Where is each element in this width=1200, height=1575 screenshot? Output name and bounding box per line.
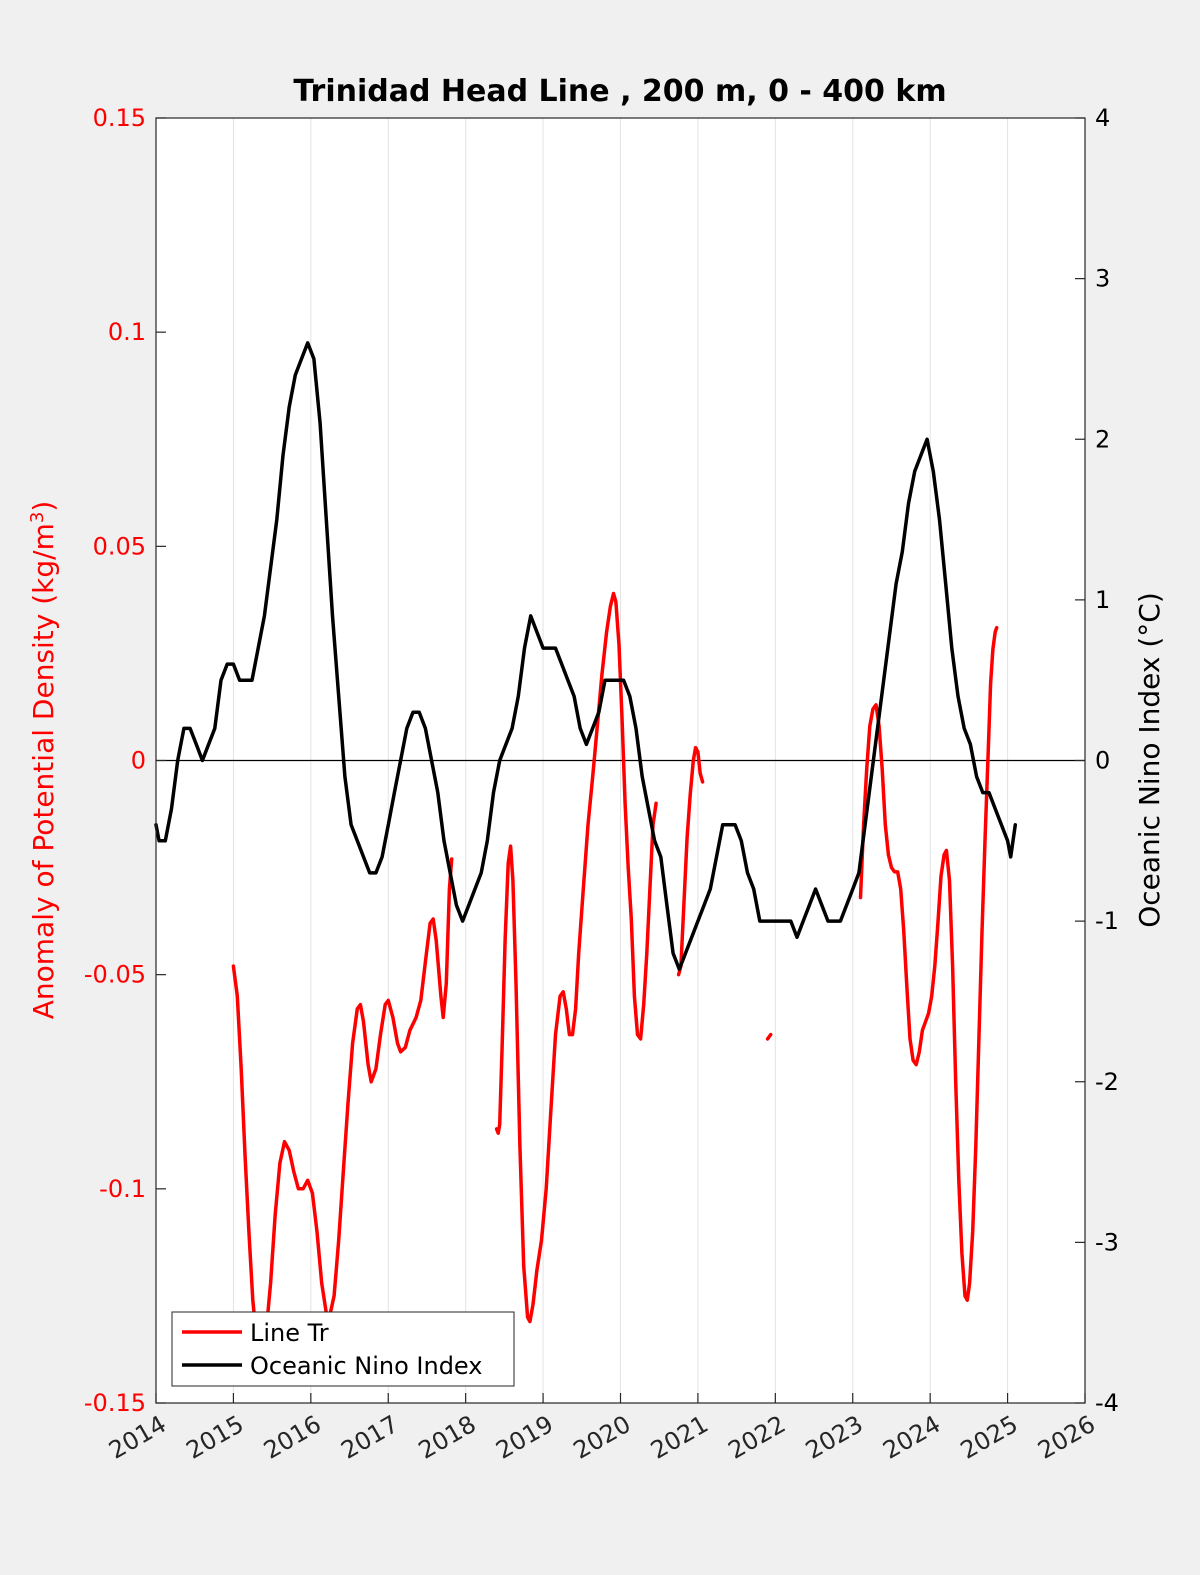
series-line-tr-segment [858, 625, 999, 1302]
legend-label-oni: Oceanic Nino Index [250, 1352, 482, 1380]
y-axis-right-label: Oceanic Nino Index (°C) [1133, 592, 1166, 928]
y-axis-left-label: Anomaly of Potential Density (kg/m3) [27, 501, 61, 1020]
x-tick-label: 2024 [878, 1410, 945, 1465]
y-right-tick-label: 2 [1095, 425, 1110, 453]
series-oceanic-nino-index-segment [154, 341, 1018, 972]
x-tick-label: 2026 [1033, 1410, 1100, 1465]
x-tick-label: 2017 [336, 1410, 403, 1465]
y-axis-left-label-sup: 3 [27, 512, 48, 523]
x-tick-label: 2016 [259, 1410, 326, 1465]
series-line-tr-segment [494, 591, 658, 1324]
y-right-tick-label: -4 [1095, 1389, 1119, 1417]
y-left-tick-label: 0.15 [93, 104, 146, 132]
y-right-tick-label: 4 [1095, 104, 1110, 132]
series-line-tr-segment [765, 1032, 773, 1041]
legend: Line Tr Oceanic Nino Index [171, 1311, 515, 1387]
x-tick-label: 2023 [801, 1410, 868, 1465]
y-left-tick-label: -0.1 [99, 1175, 146, 1203]
y-axis-left-label-main: Anomaly of Potential Density (kg/m [27, 523, 60, 1019]
y-left-tick-label: 0 [131, 747, 146, 775]
x-tick-label: 2025 [956, 1410, 1023, 1465]
y-right-tick-label: 1 [1095, 586, 1110, 614]
y-right-tick-label: -2 [1095, 1068, 1119, 1096]
x-tick-label: 2015 [182, 1410, 249, 1465]
x-tick-label: 2022 [723, 1410, 790, 1465]
x-tick-label: 2021 [646, 1410, 713, 1465]
legend-label-line-tr: Line Tr [250, 1319, 329, 1347]
y-left-tick-label: -0.05 [84, 961, 146, 989]
legend-box [171, 1311, 515, 1387]
y-right-tick-label: 0 [1095, 747, 1110, 775]
series-line-tr-segment [676, 745, 705, 977]
y-right-tick-label: -3 [1095, 1228, 1119, 1256]
y-right-tick-label: 3 [1095, 265, 1110, 293]
chart-title: Trinidad Head Line , 200 m, 0 - 400 km [293, 74, 946, 109]
series-oceanic-nino-index [154, 341, 1018, 972]
series-line-tr-segment [231, 857, 454, 1354]
x-tick-label: 2019 [491, 1410, 558, 1465]
y-left-tick-label: 0.05 [93, 532, 146, 560]
series-line-tr [231, 591, 999, 1354]
y-axis-left-label-end: ) [27, 501, 60, 512]
y-left-tick-label: -0.15 [84, 1389, 146, 1417]
series-layer [154, 341, 1018, 1354]
x-tick-label: 2020 [569, 1410, 636, 1465]
x-tick-label: 2018 [414, 1410, 481, 1465]
x-tick-label: 2014 [104, 1410, 171, 1465]
y-left-tick-label: 0.1 [108, 318, 146, 346]
y-right-tick-label: -1 [1095, 907, 1119, 935]
